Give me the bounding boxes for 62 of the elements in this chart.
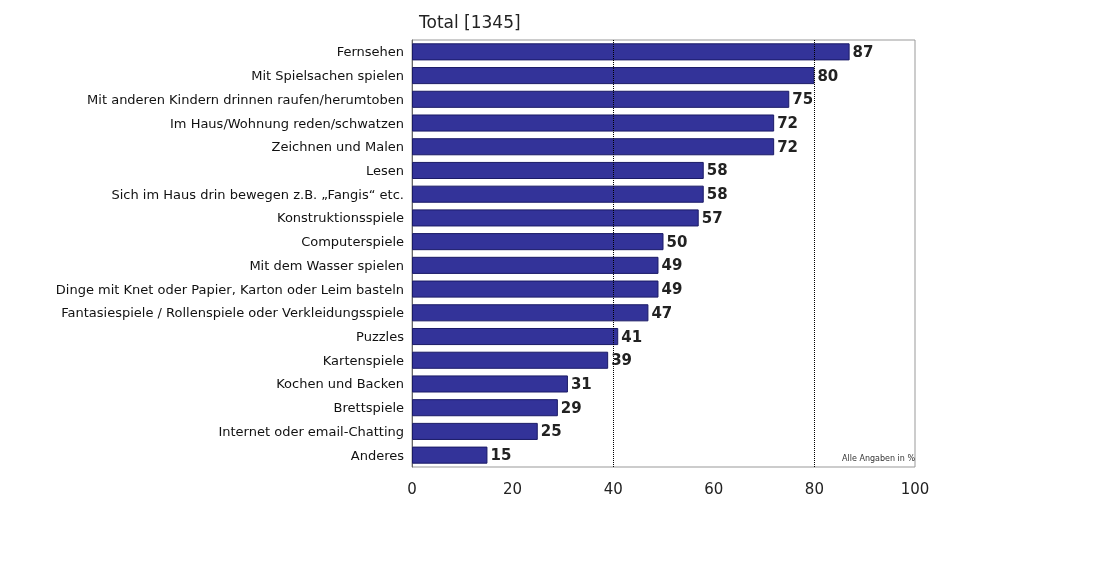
y-tick-label: Kartenspiele — [322, 352, 404, 368]
x-tick-label: 40 — [603, 479, 623, 498]
bar — [412, 185, 704, 203]
chart-title: Total [1345] — [418, 11, 521, 32]
data-label: 80 — [817, 66, 839, 85]
bar — [412, 67, 815, 85]
x-tick-label: 60 — [704, 479, 724, 498]
bar — [412, 233, 664, 251]
data-label: 87 — [852, 42, 874, 61]
bar — [412, 327, 619, 346]
data-label: 72 — [777, 114, 799, 133]
bar — [412, 90, 790, 108]
y-tick-label: Fernsehen — [336, 44, 404, 60]
data-label: 72 — [777, 137, 799, 156]
data-label: 15 — [490, 446, 512, 465]
y-tick-label: Sich im Haus drin bewegen z.B. „Fangis“ etc. — [111, 186, 404, 202]
y-tick-label: Zeichnen und Malen — [271, 139, 404, 155]
y-tick-label: Im Haus/Wohnung reden/schwatzen — [170, 115, 404, 131]
bar — [412, 43, 850, 61]
y-tick-label: Mit anderen Kindern drinnen raufen/herumtoben — [87, 91, 404, 107]
x-tick-label: 20 — [503, 479, 523, 498]
data-label: 50 — [666, 232, 688, 251]
y-tick-label: Fantasiespiele / Rollenspiele oder Verkleidungsspiele — [61, 305, 404, 321]
data-label: 57 — [701, 208, 723, 227]
bar — [412, 399, 558, 417]
data-label: 58 — [706, 185, 728, 204]
y-tick-label: Lesen — [365, 162, 404, 178]
y-tick-label: Brettspiele — [333, 400, 404, 416]
y-tick-label: Puzzles — [356, 329, 405, 345]
bar — [412, 256, 659, 274]
y-tick-label: Mit dem Wasser spielen — [249, 257, 404, 273]
bar — [412, 351, 609, 369]
y-tick-label: Mit Spielsachen spielen — [251, 68, 404, 84]
bar — [412, 161, 704, 180]
data-label: 49 — [661, 256, 683, 275]
y-tick-label: Konstruktionsspiele — [277, 210, 404, 226]
y-tick-label: Dinge mit Knet oder Papier, Karton oder Leim basteln — [55, 281, 404, 297]
data-label: 31 — [570, 374, 592, 393]
y-tick-label: Kochen und Backen — [276, 376, 404, 392]
x-tick-label: 80 — [804, 479, 824, 498]
bar — [412, 422, 538, 440]
bar — [412, 209, 699, 227]
bar — [412, 375, 568, 393]
y-tick-label: Computerspiele — [301, 234, 404, 250]
data-label: 41 — [621, 327, 643, 346]
x-tick-label: 100 — [900, 479, 930, 498]
x-tick-label: 0 — [407, 479, 417, 498]
data-label: 29 — [560, 398, 582, 417]
bar — [412, 138, 775, 156]
bar — [412, 446, 488, 464]
data-label: 25 — [540, 422, 562, 441]
data-label: 47 — [651, 303, 673, 322]
y-tick-label: Internet oder email-Chatting — [218, 423, 404, 439]
bar — [412, 280, 659, 298]
bar — [412, 304, 649, 322]
bar — [412, 114, 775, 132]
annotation: Alle Angaben in % — [842, 453, 916, 463]
data-label: 58 — [706, 161, 728, 180]
y-tick-label: Anderes — [350, 447, 405, 463]
data-label: 75 — [792, 90, 814, 109]
data-label: 39 — [611, 351, 633, 370]
data-label: 49 — [661, 280, 683, 299]
